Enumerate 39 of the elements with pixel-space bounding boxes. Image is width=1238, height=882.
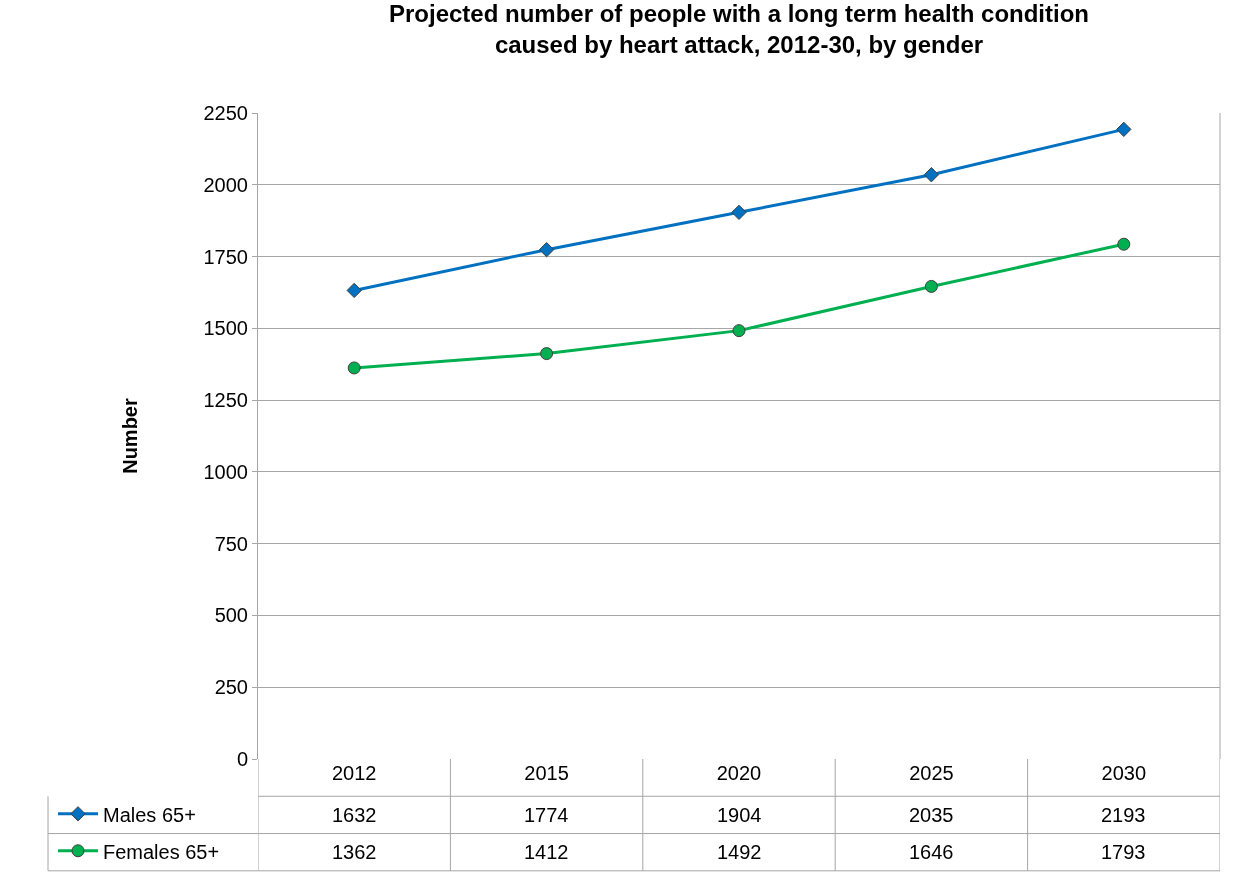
point bbox=[1117, 237, 1131, 251]
data-label: 1793 bbox=[1101, 841, 1146, 863]
chart-title: Projected number of people with a long term health condition caused by heart attack, 2012-30, by gender bbox=[388, 0, 1090, 59]
point bbox=[1116, 121, 1132, 138]
y-tick-label: 0 bbox=[236, 748, 248, 770]
point bbox=[347, 361, 361, 375]
data-label: 1412 bbox=[524, 841, 569, 863]
point bbox=[731, 204, 747, 220]
y-tick-label: 1000 bbox=[203, 460, 248, 483]
y-tick-label: 250 bbox=[214, 676, 248, 699]
x-tick-label: 2020 bbox=[716, 762, 762, 784]
y-tick-label: 2250 bbox=[203, 102, 248, 124]
y-tick-label: 500 bbox=[214, 604, 248, 627]
legend-label: Males 65+ bbox=[103, 803, 196, 826]
legend-label: Females 65+ bbox=[103, 840, 220, 863]
x-tick-label: 2012 bbox=[331, 762, 377, 784]
point bbox=[540, 347, 554, 361]
data-label: 1492 bbox=[717, 841, 762, 863]
data-label: 2035 bbox=[909, 804, 954, 826]
x-tick-label: 2025 bbox=[909, 762, 954, 784]
point bbox=[923, 167, 940, 183]
point bbox=[538, 242, 555, 258]
y-tick-label: 1750 bbox=[203, 245, 248, 268]
x-tick-label: 2030 bbox=[1101, 762, 1147, 784]
y-tick-label: 2000 bbox=[203, 173, 248, 196]
data-label: 1632 bbox=[332, 804, 377, 826]
data-label: 2193 bbox=[1101, 804, 1146, 826]
y-tick-label: 750 bbox=[214, 532, 248, 555]
point bbox=[732, 324, 746, 338]
y-tick-label: 1500 bbox=[203, 317, 248, 340]
data-label: 1904 bbox=[717, 804, 762, 826]
point bbox=[346, 282, 362, 299]
y-tick-label: 1250 bbox=[203, 389, 248, 412]
point bbox=[924, 279, 938, 293]
data-label: 1774 bbox=[524, 804, 569, 826]
x-tick-label: 2015 bbox=[524, 762, 569, 784]
y-axis-title: Number bbox=[119, 398, 141, 474]
data-label: 1646 bbox=[909, 841, 954, 863]
data-label: 1362 bbox=[332, 841, 377, 863]
